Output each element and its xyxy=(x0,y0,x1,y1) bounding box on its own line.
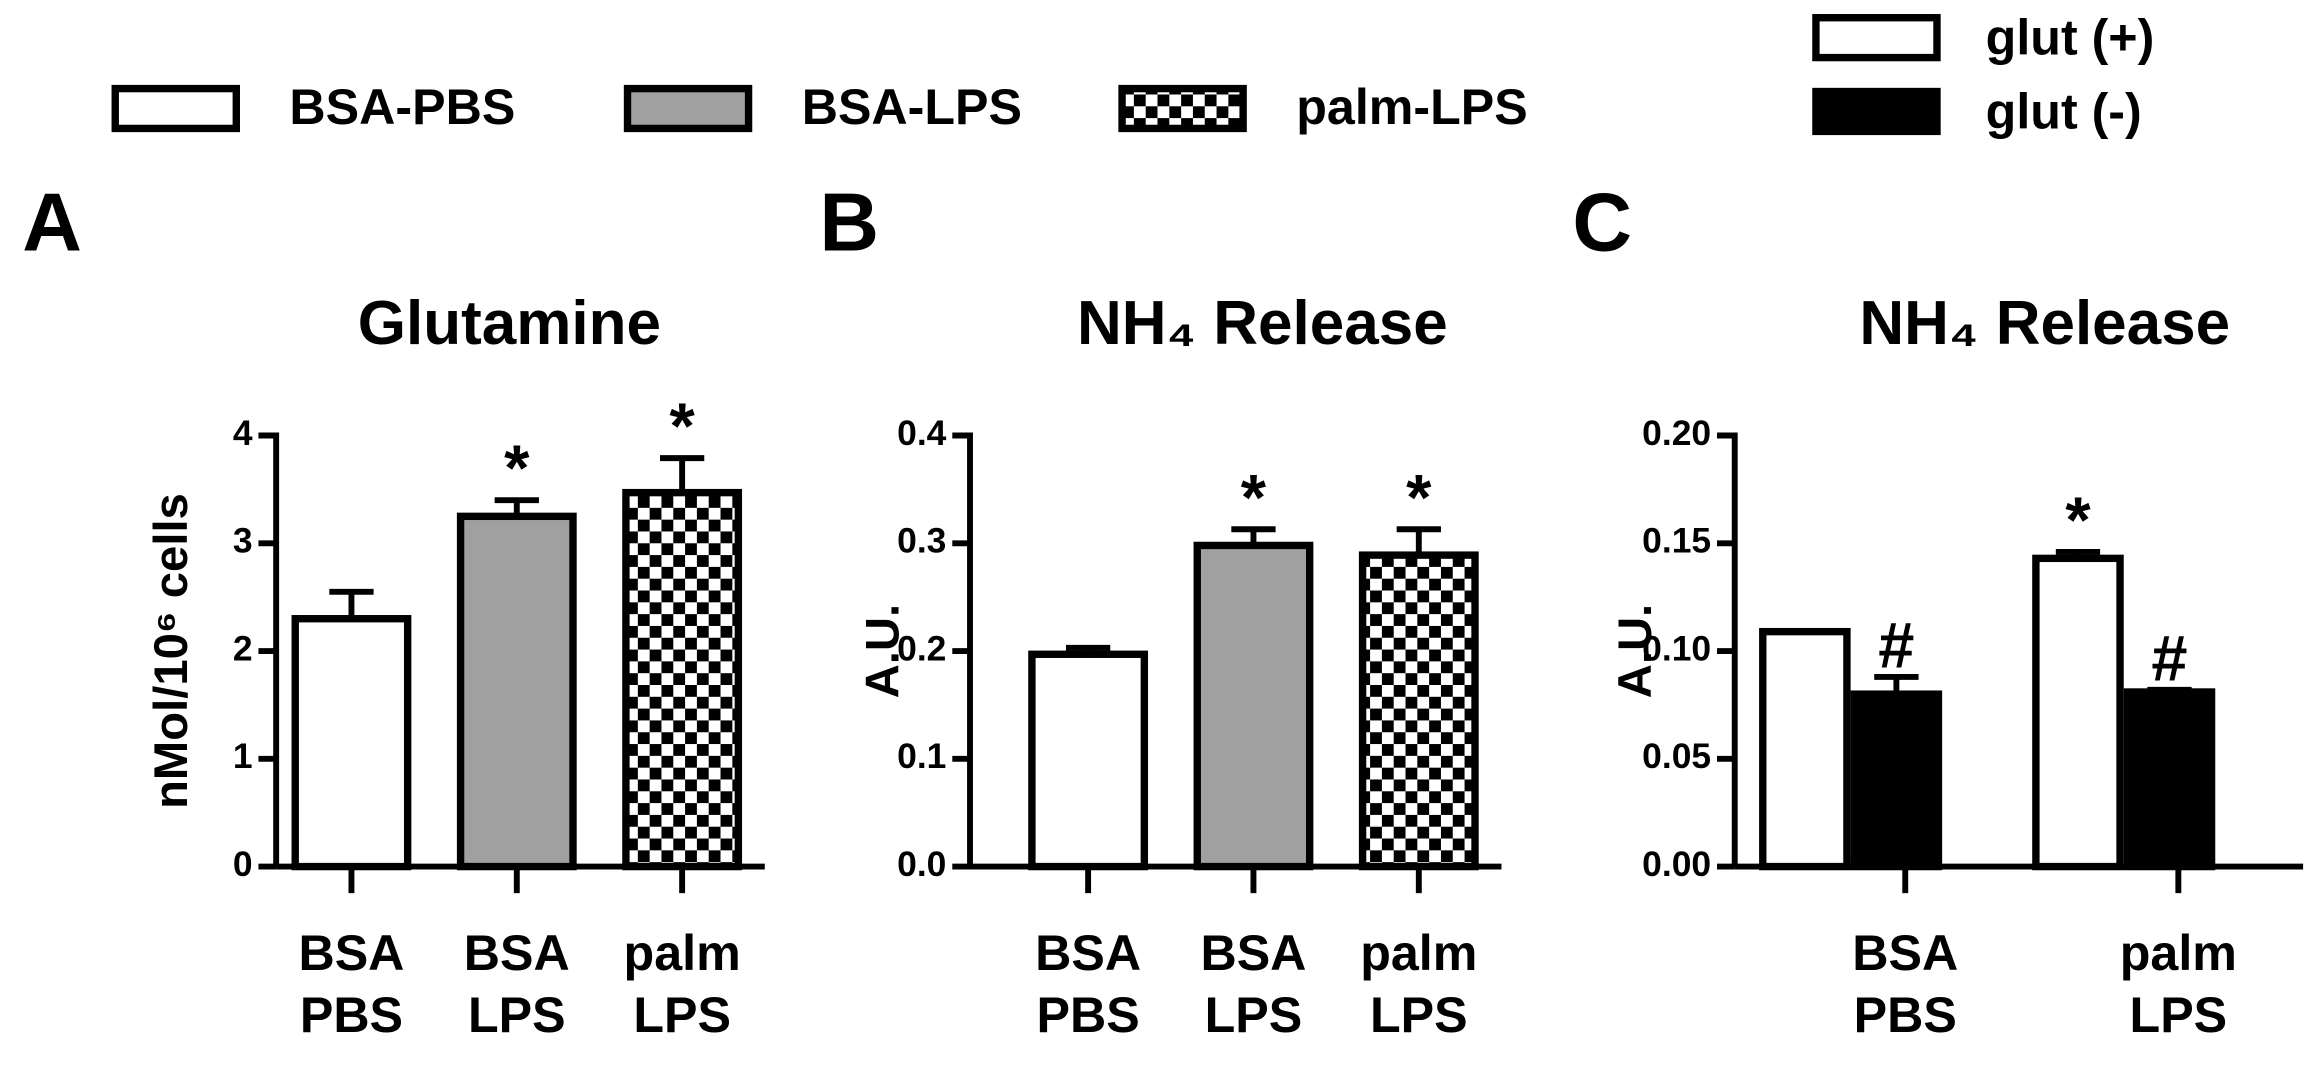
legend-swatch xyxy=(1812,87,1941,136)
x-tick-label: LPS xyxy=(1205,987,1303,1043)
significance-mark: * xyxy=(669,390,695,463)
panel-label: B xyxy=(819,176,879,269)
bar xyxy=(1028,650,1149,871)
significance-mark: # xyxy=(1878,608,1914,681)
significance-mark: * xyxy=(1241,461,1267,534)
bar xyxy=(2032,554,2124,871)
y-tick-label: 0.05 xyxy=(1642,736,1711,776)
x-tick-label: LPS xyxy=(468,987,566,1043)
legend-swatch xyxy=(1118,84,1247,133)
x-tick-label: LPS xyxy=(633,987,731,1043)
x-tick-label: PBS xyxy=(1037,987,1140,1043)
chart-title: Glutamine xyxy=(358,289,661,358)
legend-label: BSA-LPS xyxy=(802,79,1022,135)
legend-label: glut (-) xyxy=(1986,83,2142,139)
bar xyxy=(1193,541,1314,871)
bar xyxy=(291,615,412,871)
y-tick-label: 0.0 xyxy=(897,844,946,884)
legend-label: glut (+) xyxy=(1986,10,2155,66)
y-axis-label: A.U. xyxy=(1609,604,1662,698)
y-tick-label: 2 xyxy=(233,628,253,668)
x-tick-label: LPS xyxy=(1370,987,1468,1043)
x-tick-label: PBS xyxy=(1854,987,1957,1043)
legend-label: BSA-PBS xyxy=(289,79,515,135)
bar xyxy=(1850,690,1943,871)
x-tick-label: LPS xyxy=(2130,987,2228,1043)
y-tick-label: 0.20 xyxy=(1642,413,1711,453)
panel-label: C xyxy=(1572,176,1632,269)
y-axis-label: nMol/10⁶ cells xyxy=(145,493,198,809)
x-tick-label: palm xyxy=(624,925,741,981)
y-axis-label: A.U. xyxy=(856,604,909,698)
y-tick-label: 4 xyxy=(233,413,253,453)
y-tick-label: 0 xyxy=(233,844,253,884)
x-tick-label: PBS xyxy=(300,987,403,1043)
x-tick-label: palm xyxy=(1360,925,1477,981)
bar xyxy=(456,512,577,871)
y-tick-label: 0.4 xyxy=(897,413,947,453)
x-tick-label: BSA xyxy=(1035,925,1141,981)
significance-mark: * xyxy=(1406,461,1432,534)
bar xyxy=(622,488,743,871)
y-tick-label: 0.15 xyxy=(1642,521,1711,561)
significance-mark: # xyxy=(2151,621,2187,694)
chart-title: NH₄ Release xyxy=(1077,289,1448,358)
x-tick-label: palm xyxy=(2120,925,2237,981)
y-tick-label: 0.3 xyxy=(897,521,946,561)
significance-mark: * xyxy=(2065,483,2091,556)
bar xyxy=(2123,688,2216,871)
y-tick-label: 0.2 xyxy=(897,628,946,668)
y-tick-label: 1 xyxy=(233,736,253,776)
y-tick-label: 0.10 xyxy=(1642,628,1711,668)
x-tick-label: BSA xyxy=(1852,925,1958,981)
bar xyxy=(1358,551,1479,871)
panel-label: A xyxy=(22,176,82,269)
x-tick-label: BSA xyxy=(464,925,570,981)
chart-title: NH₄ Release xyxy=(1859,289,2230,358)
legend-swatch xyxy=(623,84,753,133)
legend-swatch xyxy=(111,84,240,133)
bar xyxy=(1759,627,1851,871)
y-tick-label: 3 xyxy=(233,521,253,561)
y-tick-label: 0.00 xyxy=(1642,844,1711,884)
y-tick-label: 0.1 xyxy=(897,736,946,776)
legend-swatch xyxy=(1812,14,1941,62)
legend-label: palm-LPS xyxy=(1296,79,1527,135)
x-tick-label: BSA xyxy=(1200,925,1306,981)
x-tick-label: BSA xyxy=(298,925,404,981)
significance-mark: * xyxy=(504,432,530,505)
